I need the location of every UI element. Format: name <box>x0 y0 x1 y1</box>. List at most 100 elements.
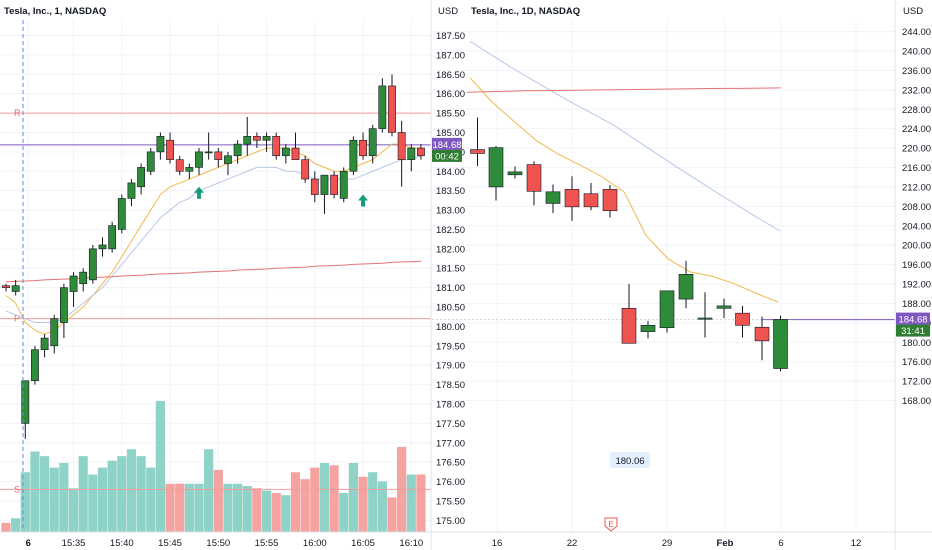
intraday-candle <box>397 120 406 187</box>
intraday-candle <box>98 237 107 257</box>
intraday-volume-bar <box>290 472 301 532</box>
intraday-price-badge <box>432 137 462 150</box>
intraday-price-tick: 175.50 <box>436 496 465 507</box>
intraday-candle <box>79 268 88 292</box>
daily-candle <box>754 316 770 361</box>
intraday-candle <box>108 221 117 253</box>
intraday-price-axis[interactable]: USD 187.50 187.00 186.50 186.00 185.50 185.00… <box>436 6 465 527</box>
intraday-candle <box>281 144 290 164</box>
daily-candle-body <box>754 326 770 342</box>
daily-candle <box>621 284 637 344</box>
intraday-candle-body <box>272 136 281 157</box>
daily-candle <box>507 166 523 179</box>
earnings-marker-icon <box>604 517 618 532</box>
daily-candle-body <box>470 149 485 154</box>
intraday-candle <box>262 132 271 152</box>
intraday-candle <box>40 334 49 358</box>
intraday-volume-bar <box>319 463 330 532</box>
intraday-candle <box>368 124 377 164</box>
daily-price-tick: 240.00 <box>902 47 931 58</box>
intraday-candle-body <box>40 337 49 350</box>
intraday-price-tick: 179.50 <box>436 341 465 352</box>
intraday-candle-body <box>233 143 242 157</box>
intraday-candle <box>214 148 223 168</box>
daily-moving-average-line <box>469 77 779 303</box>
intraday-candle-body <box>407 147 416 160</box>
arrow-up-icon <box>194 186 204 199</box>
daily-time-axis[interactable]: 16 22 29 Feb 6 12 <box>492 538 862 549</box>
intraday-candle-body <box>156 136 165 153</box>
daily-candle-body <box>697 317 713 320</box>
intraday-candle-body <box>310 178 319 195</box>
intraday-price-tick: 177.50 <box>436 419 465 430</box>
intraday-candle-body <box>224 155 232 164</box>
daily-price-tick: 244.00 <box>902 27 931 38</box>
intraday-volume-bar <box>146 467 156 532</box>
intraday-candle-body <box>166 139 174 160</box>
intraday-candle <box>310 171 319 203</box>
daily-price-tick: 236.00 <box>902 66 931 77</box>
intraday-candle <box>195 148 203 176</box>
intraday-candle <box>253 132 261 148</box>
intraday-time-tick: 15:50 <box>206 538 230 549</box>
intraday-candle-body <box>175 159 184 172</box>
intraday-price-tick: 181.00 <box>436 283 465 294</box>
intraday-volume-bar <box>252 488 262 532</box>
daily-grid <box>432 20 895 532</box>
intraday-candle <box>330 171 338 199</box>
daily-candle-body <box>564 189 580 208</box>
intraday-candle <box>166 132 174 164</box>
daily-price-badge <box>896 312 930 325</box>
intraday-candle-body <box>253 136 261 141</box>
intraday-volume-bar <box>233 483 243 532</box>
intraday-candle-body <box>195 151 203 168</box>
intraday-price-tick: 175.00 <box>436 516 465 527</box>
intraday-volume-bar <box>20 472 30 532</box>
earnings-marker[interactable]: E <box>604 517 618 532</box>
intraday-candle-body <box>108 225 117 250</box>
intraday-volume-bar <box>339 492 349 532</box>
daily-price-tick: 204.00 <box>902 221 931 232</box>
intraday-candle <box>31 345 39 385</box>
intraday-candle <box>117 194 126 234</box>
intraday-time-tick: 16:05 <box>351 538 375 549</box>
daily-candle <box>735 305 750 338</box>
intraday-candle <box>417 144 425 160</box>
intraday-price-tick: 184.00 <box>436 167 465 178</box>
intraday-price-tick: 177.00 <box>436 438 465 449</box>
intraday-candle <box>204 132 213 160</box>
daily-candle-body <box>507 171 523 176</box>
daily-price-axis[interactable]: USD 244.00 240.00 236.00 232.00 228.00 224.00… <box>902 6 931 407</box>
daily-candle <box>526 161 542 206</box>
intraday-candle <box>359 132 367 160</box>
intraday-candle <box>185 163 194 180</box>
intraday-volume-bar <box>213 469 223 532</box>
daily-candles[interactable] <box>470 117 788 372</box>
daily-pane[interactable]: Tesla, Inc., 1D, NASDAQ 180.06 E <box>432 6 895 532</box>
intraday-volume-bar <box>281 495 291 532</box>
intraday-candle-body <box>69 275 78 292</box>
daily-candle <box>773 315 788 372</box>
intraday-volume-bar <box>107 460 117 532</box>
intraday-pane[interactable]: R P S Tesla, Inc., 1, NASDAQ <box>0 6 431 532</box>
intraday-candle <box>175 155 184 176</box>
intraday-volume-bar <box>310 467 320 532</box>
intraday-candle-body <box>301 159 310 180</box>
intraday-candles[interactable] <box>2 74 425 439</box>
intraday-time-axis[interactable]: 6 15:35 15:40 15:45 15:50 15:55 16:00 16:05 16:1… <box>26 538 424 549</box>
arrow-up-icon <box>358 194 369 207</box>
daily-pane-title: Tesla, Inc., 1D, NASDAQ <box>471 6 580 17</box>
daily-candle-body <box>659 290 675 329</box>
intraday-pivot-label: R <box>14 108 21 118</box>
intraday-volume-bar <box>59 463 69 532</box>
intraday-price-tick: 185.50 <box>436 109 465 120</box>
intraday-volume-bar <box>175 483 185 532</box>
intraday-price-tick: 176.00 <box>436 477 465 488</box>
intraday-price-tick: 186.50 <box>436 70 465 81</box>
intraday-volume-bar <box>68 488 79 532</box>
intraday-currency-label: USD <box>438 6 458 17</box>
daily-candle-body <box>488 147 504 188</box>
intraday-price-tick: 176.50 <box>436 458 465 469</box>
